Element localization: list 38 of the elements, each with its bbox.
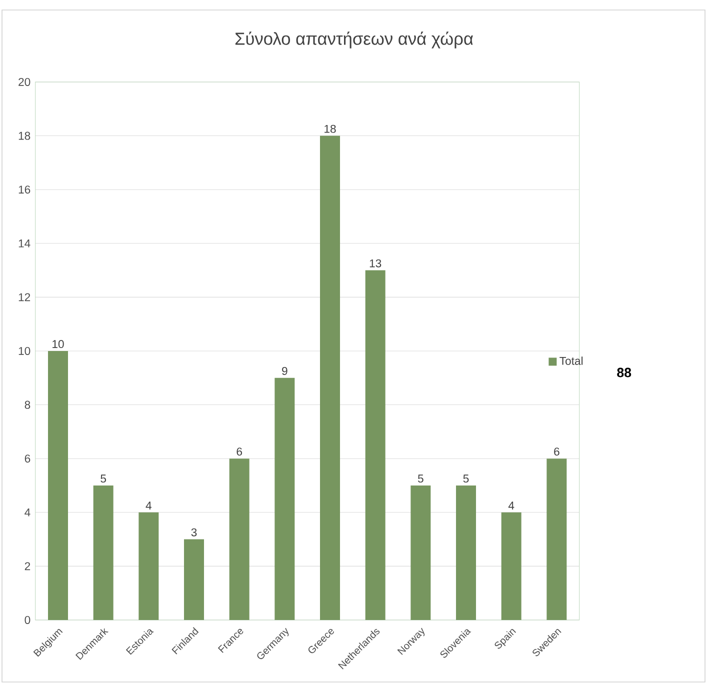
y-tick-label: 16 — [18, 186, 30, 194]
bar — [138, 512, 159, 620]
bar — [48, 350, 68, 620]
bar — [229, 458, 250, 620]
y-tick-label: 10 — [18, 346, 30, 355]
bar — [365, 270, 386, 620]
bar — [184, 539, 204, 620]
data-label: 4 — [508, 502, 514, 510]
bar — [501, 512, 522, 620]
bar — [546, 458, 567, 620]
data-label: 5 — [463, 474, 469, 483]
y-tick-label: 4 — [24, 508, 30, 516]
data-label: 3 — [191, 528, 197, 536]
y-tick-label: 18 — [18, 132, 30, 140]
data-label: 6 — [236, 448, 242, 456]
bar — [410, 485, 431, 620]
y-tick-label: 20 — [18, 78, 30, 86]
data-label: 5 — [418, 474, 424, 483]
y-tick-label: 2 — [24, 562, 30, 570]
y-tick-label: 6 — [24, 454, 30, 463]
data-label: 10 — [52, 340, 64, 348]
y-tick-label: 14 — [18, 239, 30, 248]
data-label: 13 — [370, 259, 382, 268]
data-label: 9 — [282, 366, 288, 375]
data-label: 18 — [324, 124, 336, 133]
legend-label: Total — [560, 356, 583, 365]
text: 88 — [617, 368, 632, 378]
data-label: 5 — [100, 474, 106, 483]
bar — [320, 136, 340, 620]
data-label: 4 — [146, 502, 152, 510]
bar — [274, 378, 295, 620]
chart-title: Σύνολο απαντήσεων ανά χώρα — [235, 32, 473, 48]
bar — [456, 485, 476, 620]
bar — [93, 485, 114, 620]
y-tick-label: 8 — [24, 400, 30, 409]
y-tick-label: 0 — [24, 616, 30, 624]
data-label: 6 — [554, 448, 560, 456]
y-tick-label: 12 — [18, 293, 30, 302]
